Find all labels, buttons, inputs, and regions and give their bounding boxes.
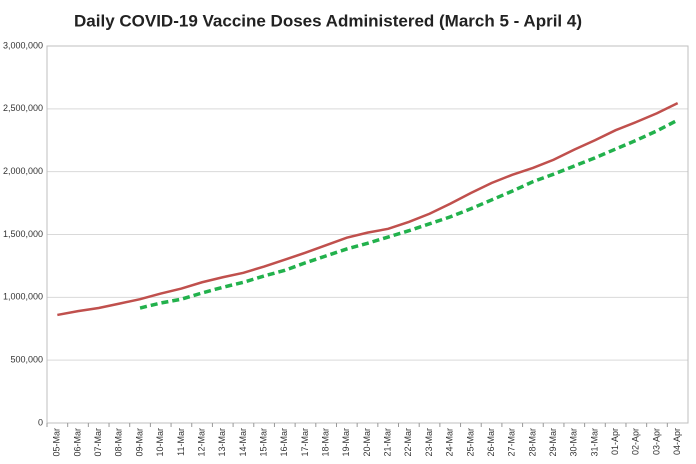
x-tick-label: 21-Mar [383, 428, 393, 457]
x-tick-label: 28-Mar [527, 428, 537, 457]
chart-title: Daily COVID-19 Vaccine Doses Administere… [74, 11, 582, 30]
x-tick-label: 12-Mar [196, 428, 206, 457]
x-tick-label: 27-Mar [507, 428, 517, 457]
series-line [57, 102, 679, 317]
x-tick-label: 01-Apr [610, 428, 620, 455]
y-tick-label: 1,000,000 [3, 292, 43, 302]
x-tick-label: 09-Mar [134, 428, 144, 457]
y-tick-label: 500,000 [10, 355, 43, 365]
x-tick-label: 04-Apr [672, 428, 682, 455]
x-tick-label: 07-Mar [93, 428, 103, 457]
x-tick-label: 29-Mar [548, 428, 558, 457]
x-tick-label: 22-Mar [403, 428, 413, 457]
x-tick-label: 24-Mar [445, 428, 455, 457]
x-tick-label: 19-Mar [341, 428, 351, 457]
x-tick-label: 20-Mar [362, 428, 372, 457]
x-tick-label: 08-Mar [114, 428, 124, 457]
x-tick-label: 14-Mar [238, 428, 248, 457]
x-tick-label: 13-Mar [217, 428, 227, 457]
x-tick-label: 31-Mar [589, 428, 599, 457]
x-tick-label: 18-Mar [321, 428, 331, 457]
x-tick-label: 16-Mar [279, 428, 289, 457]
y-tick-label: 0 [38, 417, 43, 427]
x-tick-label: 17-Mar [300, 428, 310, 457]
y-tick-label: 2,500,000 [3, 103, 43, 113]
x-tick-label: 10-Mar [155, 428, 165, 457]
x-tick-label: 05-Mar [52, 428, 62, 457]
x-tick-label: 25-Mar [465, 428, 475, 457]
x-tick-label: 03-Apr [651, 428, 661, 455]
x-tick-label: 30-Mar [569, 428, 579, 457]
x-tick-label: 02-Apr [631, 428, 641, 455]
y-tick-label: 3,000,000 [3, 40, 43, 50]
series-line [139, 118, 679, 310]
y-tick-label: 1,500,000 [3, 229, 43, 239]
x-tick-label: 06-Mar [72, 428, 82, 457]
x-tick-label: 23-Mar [424, 428, 434, 457]
x-tick-label: 11-Mar [176, 428, 186, 456]
x-tick-label: 15-Mar [258, 428, 268, 457]
y-tick-label: 2,000,000 [3, 166, 43, 176]
x-tick-label: 26-Mar [486, 428, 496, 457]
plot-border [46, 45, 689, 424]
